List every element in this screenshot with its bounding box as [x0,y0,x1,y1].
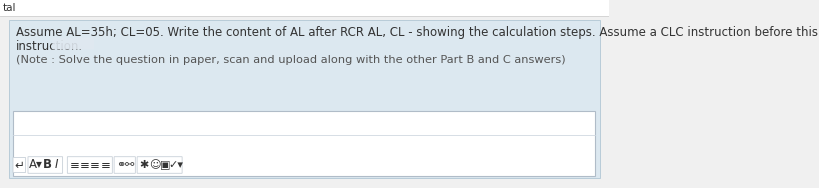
FancyBboxPatch shape [0,0,608,16]
Text: ≡: ≡ [101,158,111,171]
Text: ☺: ☺ [148,160,160,170]
Text: ⚭: ⚭ [115,160,124,170]
Text: B: B [43,158,52,171]
Text: I: I [55,158,58,171]
Text: Assume AL=35h; CL=05. Write the content of AL after RCR AL, CL - showing the cal: Assume AL=35h; CL=05. Write the content … [16,26,819,39]
Text: instruction.: instruction. [16,40,84,53]
FancyBboxPatch shape [114,157,135,173]
FancyBboxPatch shape [28,157,62,173]
Text: ✱: ✱ [139,160,148,170]
Text: (Note : Solve the question in paper, scan and upload along with the other Part B: (Note : Solve the question in paper, sca… [16,55,565,65]
FancyBboxPatch shape [13,111,595,176]
FancyBboxPatch shape [9,20,600,178]
Text: ↵: ↵ [15,158,25,171]
Text: ≡: ≡ [90,158,100,171]
FancyBboxPatch shape [67,157,112,173]
Text: ✓▾: ✓▾ [168,160,183,170]
FancyBboxPatch shape [13,158,25,173]
Text: ≡: ≡ [79,158,89,171]
Text: tal: tal [3,3,16,13]
FancyBboxPatch shape [137,157,182,173]
Text: ⚯: ⚯ [124,160,133,170]
FancyBboxPatch shape [52,37,94,49]
Text: ▣: ▣ [160,160,170,170]
Text: ≡: ≡ [70,158,79,171]
Text: A▾: A▾ [29,158,43,171]
